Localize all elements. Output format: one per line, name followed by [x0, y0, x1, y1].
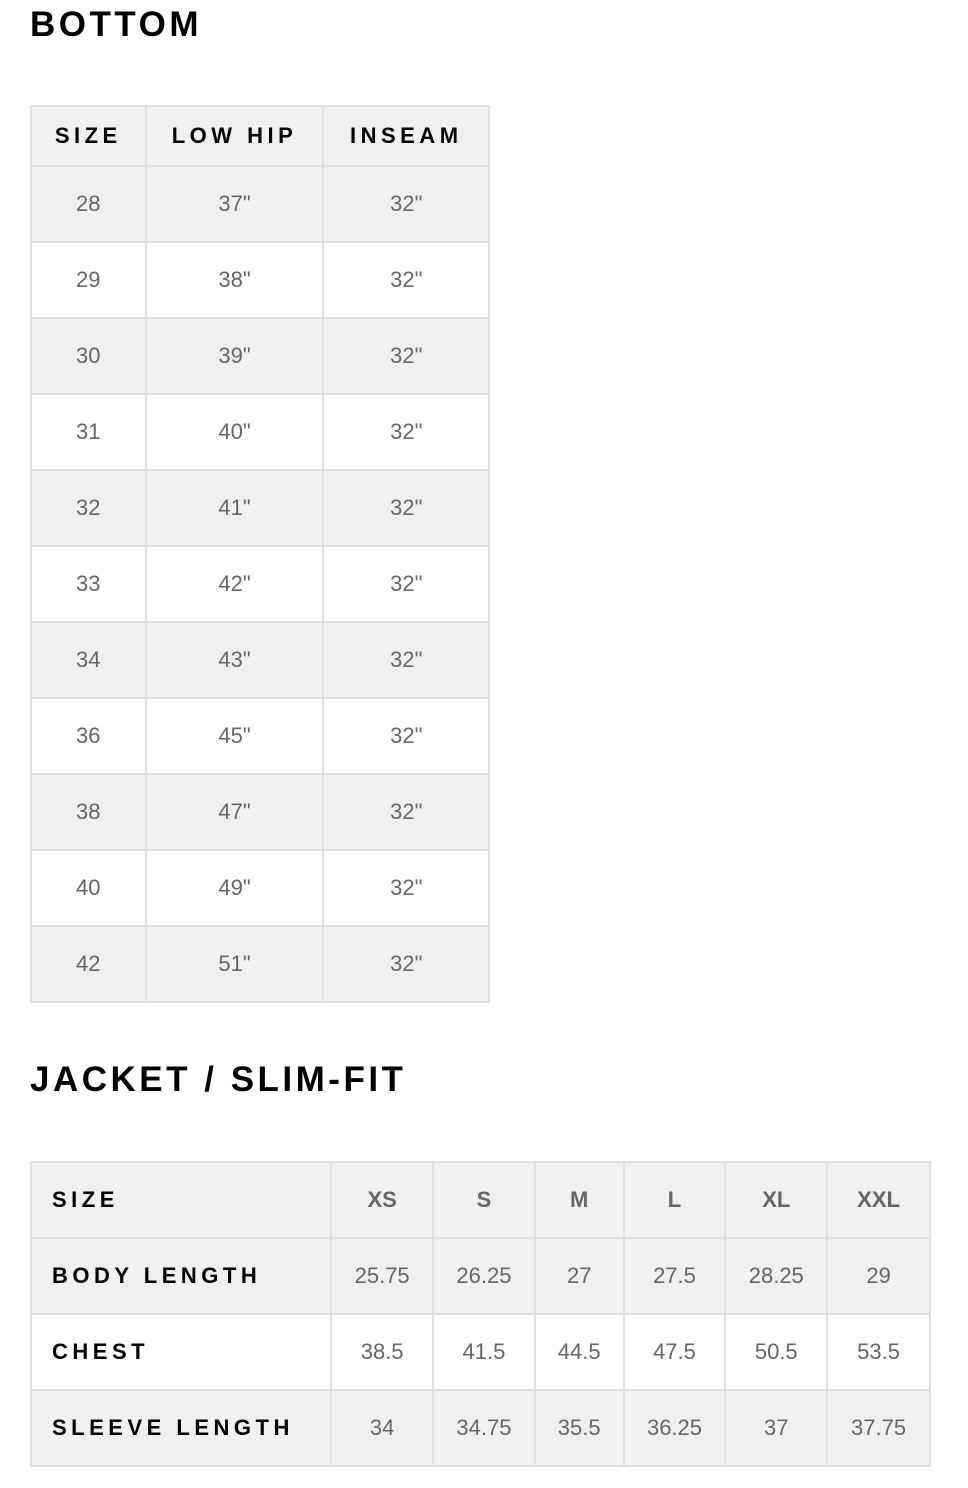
- size-xl: XL: [724, 1161, 829, 1239]
- row-label: SLEEVE LENGTH: [29, 1389, 333, 1467]
- cell-inseam: 32": [322, 165, 490, 243]
- bottom-size-table: SIZE LOW HIP INSEAM 28 37" 32" 29 38" 32" 30 39…: [30, 105, 490, 1003]
- cell-size: 33: [30, 545, 147, 623]
- cell-low-hip: 43": [144, 621, 325, 699]
- cell-low-hip: 45": [144, 697, 325, 775]
- row-label: CHEST: [29, 1313, 333, 1391]
- cell-value: 47.5: [622, 1313, 727, 1391]
- cell-size: 36: [30, 697, 147, 775]
- cell-inseam: 32": [322, 773, 490, 851]
- cell-value: 25.75: [330, 1237, 435, 1315]
- size-s: S: [432, 1161, 536, 1239]
- jacket-title: JACKET / SLIM-FIT: [30, 1060, 407, 1099]
- size-l: L: [622, 1161, 727, 1239]
- cell-value: 36.25: [622, 1389, 727, 1467]
- table-row: 31 40" 32": [30, 393, 490, 471]
- cell-low-hip: 37": [144, 165, 325, 243]
- cell-low-hip: 42": [144, 545, 325, 623]
- cell-inseam: 32": [322, 621, 490, 699]
- cell-inseam: 32": [322, 469, 490, 547]
- cell-value: 35.5: [533, 1389, 625, 1467]
- cell-low-hip: 41": [144, 469, 325, 547]
- cell-inseam: 32": [322, 925, 490, 1003]
- cell-inseam: 32": [322, 317, 490, 395]
- cell-value: 27.5: [622, 1237, 727, 1315]
- header-size: SIZE: [30, 105, 147, 167]
- cell-inseam: 32": [322, 545, 490, 623]
- header-size: SIZE: [29, 1161, 333, 1239]
- cell-size: 42: [30, 925, 147, 1003]
- cell-value: 44.5: [533, 1313, 625, 1391]
- cell-low-hip: 47": [144, 773, 325, 851]
- cell-size: 30: [30, 317, 147, 395]
- table-row: CHEST 38.5 41.5 44.5 47.5 50.5 53.5: [29, 1313, 931, 1391]
- table-row: 29 38" 32": [30, 241, 490, 319]
- table-row: 28 37" 32": [30, 165, 490, 243]
- table-row: BODY LENGTH 25.75 26.25 27 27.5 28.25 29: [29, 1237, 931, 1315]
- size-xxl: XXL: [826, 1161, 931, 1239]
- cell-size: 29: [30, 241, 147, 319]
- table-row: 42 51" 32": [30, 925, 490, 1003]
- cell-value: 34.75: [432, 1389, 536, 1467]
- cell-size: 34: [30, 621, 147, 699]
- cell-value: 50.5: [724, 1313, 829, 1391]
- cell-low-hip: 38": [144, 241, 325, 319]
- cell-inseam: 32": [322, 393, 490, 471]
- table-row: 34 43" 32": [30, 621, 490, 699]
- cell-size: 40: [30, 849, 147, 927]
- size-m: M: [533, 1161, 625, 1239]
- table-header-row: SIZE XS S M L XL XXL: [29, 1161, 931, 1239]
- cell-size: 38: [30, 773, 147, 851]
- cell-value: 28.25: [724, 1237, 829, 1315]
- table-row: 33 42" 32": [30, 545, 490, 623]
- cell-value: 26.25: [432, 1237, 536, 1315]
- cell-size: 32: [30, 469, 147, 547]
- row-label: BODY LENGTH: [29, 1237, 333, 1315]
- cell-low-hip: 40": [144, 393, 325, 471]
- cell-value: 27: [533, 1237, 625, 1315]
- cell-value: 37: [724, 1389, 829, 1467]
- cell-value: 53.5: [826, 1313, 931, 1391]
- cell-inseam: 32": [322, 241, 490, 319]
- bottom-title: BOTTOM: [30, 5, 203, 44]
- cell-value: 37.75: [826, 1389, 931, 1467]
- cell-inseam: 32": [322, 697, 490, 775]
- header-inseam: INSEAM: [322, 105, 490, 167]
- cell-low-hip: 51": [144, 925, 325, 1003]
- cell-low-hip: 49": [144, 849, 325, 927]
- jacket-size-table: SIZE XS S M L XL XXL BODY LENGTH 25.75 26.…: [29, 1161, 931, 1467]
- table-row: 32 41" 32": [30, 469, 490, 547]
- table-row: 40 49" 32": [30, 849, 490, 927]
- cell-value: 41.5: [432, 1313, 536, 1391]
- cell-size: 31: [30, 393, 147, 471]
- cell-value: 34: [330, 1389, 435, 1467]
- cell-value: 29: [826, 1237, 931, 1315]
- header-low-hip: LOW HIP: [144, 105, 325, 167]
- table-row: 30 39" 32": [30, 317, 490, 395]
- cell-low-hip: 39": [144, 317, 325, 395]
- table-row: SLEEVE LENGTH 34 34.75 35.5 36.25 37 37.75: [29, 1389, 931, 1467]
- table-row: 38 47" 32": [30, 773, 490, 851]
- cell-value: 38.5: [330, 1313, 435, 1391]
- size-xs: XS: [330, 1161, 435, 1239]
- cell-size: 28: [30, 165, 147, 243]
- table-row: 36 45" 32": [30, 697, 490, 775]
- cell-inseam: 32": [322, 849, 490, 927]
- table-header-row: SIZE LOW HIP INSEAM: [30, 105, 490, 167]
